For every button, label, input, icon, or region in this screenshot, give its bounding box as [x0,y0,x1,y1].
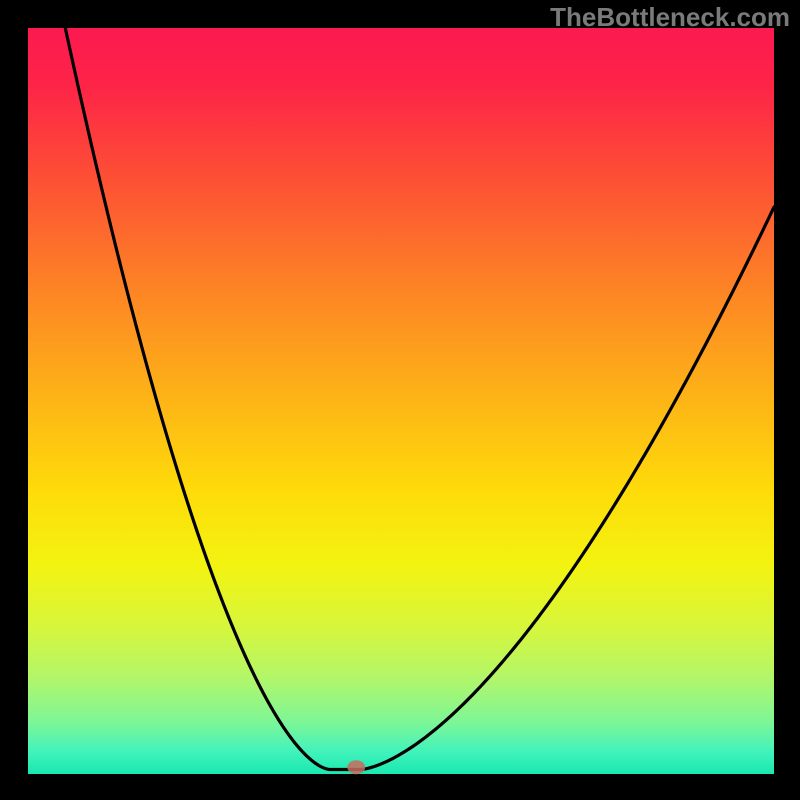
optimal-point-marker [347,760,365,774]
bottleneck-chart [0,0,800,800]
plot-background [28,28,774,774]
chart-container: TheBottleneck.com [0,0,800,800]
watermark-text: TheBottleneck.com [550,2,790,33]
